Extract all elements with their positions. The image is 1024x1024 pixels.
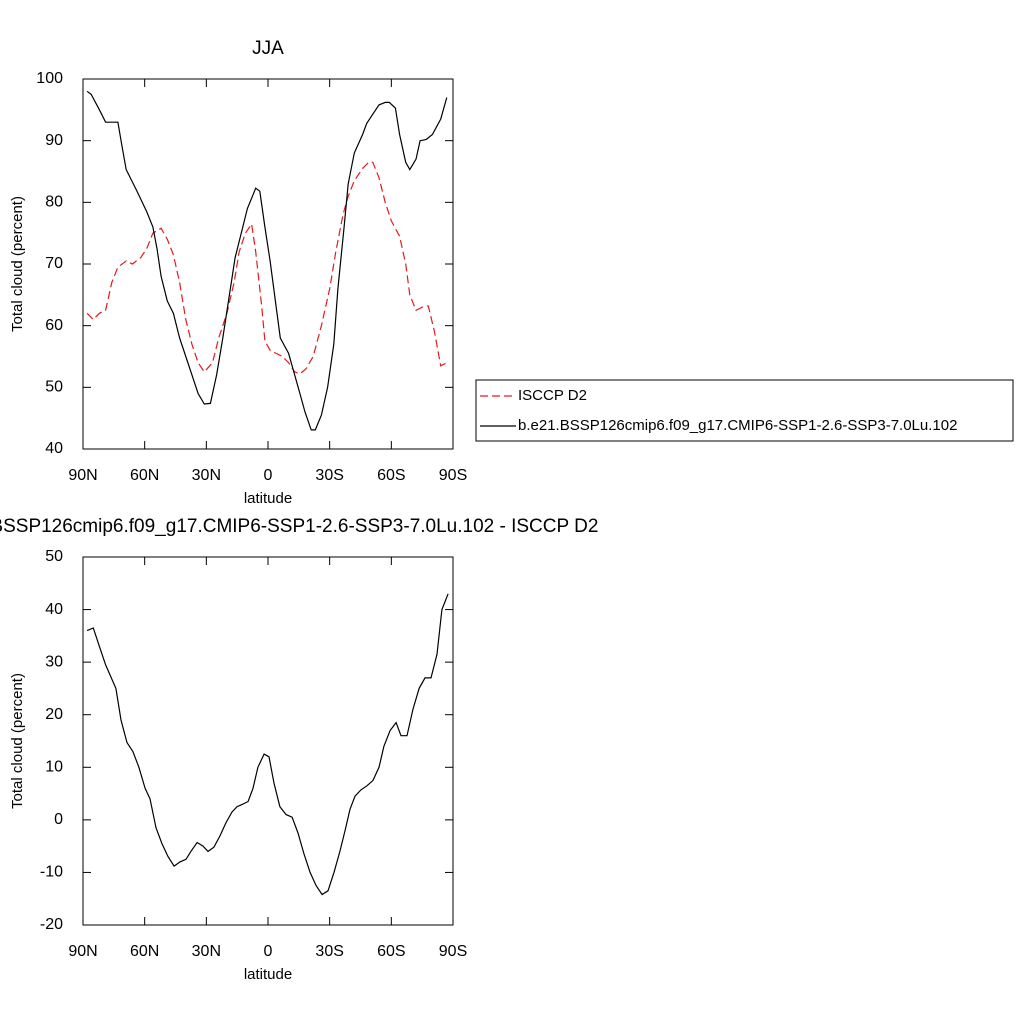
series-line xyxy=(86,90,448,431)
y-axis-label: Total cloud (percent) xyxy=(9,196,26,332)
x-tick-label: 90S xyxy=(439,943,467,960)
chart-title: JJA xyxy=(252,38,284,59)
x-axis-label: latitude xyxy=(244,490,292,507)
x-tick-label: 90S xyxy=(439,467,467,484)
series-line xyxy=(86,161,448,375)
x-tick-label: 30N xyxy=(192,467,221,484)
x-tick-label: 30S xyxy=(315,467,343,484)
x-tick-label: 30N xyxy=(192,943,221,960)
y-axis-label: Total cloud (percent) xyxy=(9,673,26,809)
x-tick-label: 60S xyxy=(377,467,405,484)
x-axis-label: latitude xyxy=(244,966,292,983)
plot-frame xyxy=(82,78,454,450)
legend-frame xyxy=(475,379,1014,442)
x-tick-label: 30S xyxy=(315,943,343,960)
y-tick-label: 50 xyxy=(45,548,63,565)
y-tick-label: 0 xyxy=(54,811,63,828)
x-tick-label: 60S xyxy=(377,943,405,960)
y-tick-label: -20 xyxy=(40,916,63,933)
y-tick-label: 50 xyxy=(45,379,63,396)
y-tick-label: 90 xyxy=(45,132,63,149)
y-tick-label: 10 xyxy=(45,759,63,776)
x-tick-label: 90N xyxy=(68,467,97,484)
x-tick-label: 60N xyxy=(130,467,159,484)
y-tick-label: 20 xyxy=(45,706,63,723)
x-tick-label: 0 xyxy=(264,467,273,484)
x-tick-label: 60N xyxy=(130,943,159,960)
y-tick-label: 70 xyxy=(45,255,63,272)
y-tick-label: 60 xyxy=(45,317,63,334)
series-line xyxy=(86,593,449,896)
x-tick-label: 90N xyxy=(68,943,97,960)
y-tick-label: 40 xyxy=(45,601,63,618)
y-tick-label: 80 xyxy=(45,194,63,211)
legend-label: b.e21.BSSP126cmip6.f09_g17.CMIP6-SSP1-2.… xyxy=(518,417,957,434)
y-tick-label: 40 xyxy=(45,440,63,457)
legend-label: ISCCP D2 xyxy=(518,387,587,404)
chart-title: b.e21.BSSP126cmip6.f09_g17.CMIP6-SSP1-2.… xyxy=(0,516,598,537)
x-tick-label: 0 xyxy=(264,943,273,960)
y-tick-label: 100 xyxy=(36,70,63,87)
plot-frame xyxy=(82,556,454,926)
y-tick-label: 30 xyxy=(45,653,63,670)
y-tick-label: -10 xyxy=(40,864,63,881)
